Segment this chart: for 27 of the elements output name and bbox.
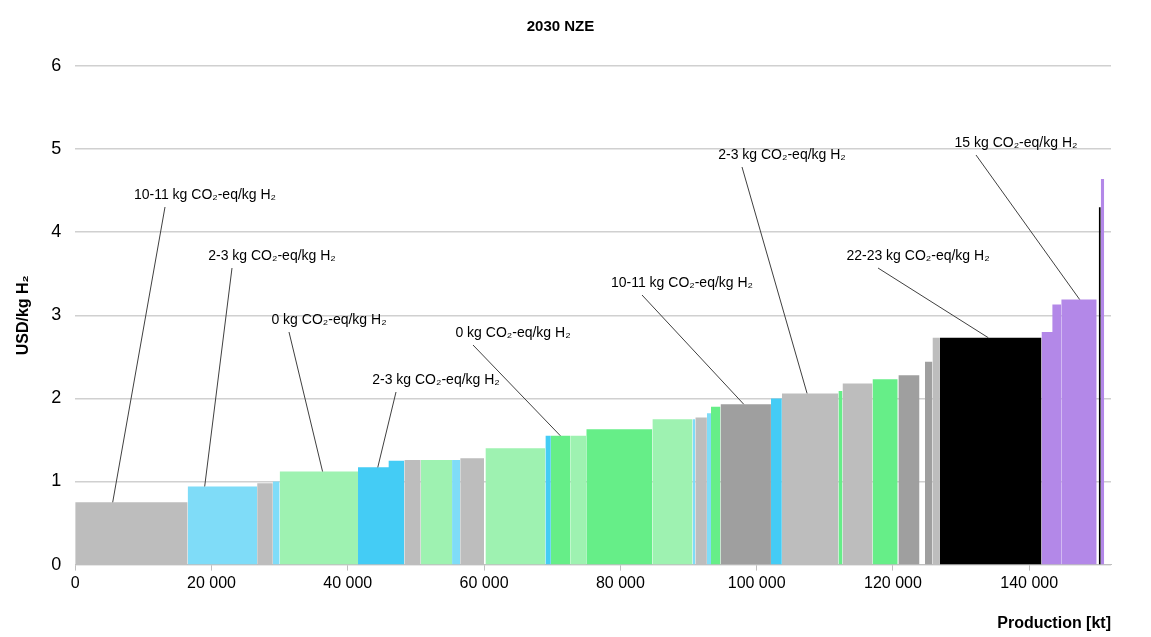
annotation: 0 kg CO₂-eq/kg H₂ bbox=[455, 323, 571, 340]
y-tick-label: 3 bbox=[51, 304, 62, 325]
y-tick-label: 5 bbox=[51, 138, 62, 159]
x-tick-label: 80 000 bbox=[595, 573, 645, 591]
y-tick-label: 1 bbox=[51, 470, 62, 491]
y-tick-label: 6 bbox=[51, 54, 62, 75]
chart-title: 2030 NZE bbox=[526, 17, 595, 35]
annotation: 10-11 kg CO₂-eq/kg H₂ bbox=[133, 185, 277, 202]
x-tick-label: 40 000 bbox=[323, 573, 373, 591]
annotation: 15 kg CO₂-eq/kg H₂ bbox=[954, 133, 1078, 150]
y-tick-label: 4 bbox=[51, 221, 62, 242]
x-tick-label: 120 000 bbox=[864, 573, 922, 591]
x-axis-title: Production [kt] bbox=[997, 613, 1111, 631]
x-tick-label: 140 000 bbox=[1000, 573, 1059, 591]
y-tick-label: 0 bbox=[51, 553, 62, 574]
annotation: 2-3 kg CO₂-eq/kg H₂ bbox=[718, 145, 846, 162]
annotation: 2-3 kg CO₂-eq/kg H₂ bbox=[372, 370, 500, 387]
x-tick-label: 0 bbox=[70, 573, 80, 591]
x-tick-label: 100 000 bbox=[727, 573, 786, 591]
annotation: 0 kg CO₂-eq/kg H₂ bbox=[271, 310, 387, 327]
annotation: 10-11 kg CO₂-eq/kg H₂ bbox=[610, 273, 754, 290]
annotation: 22-23 kg CO₂-eq/kg H₂ bbox=[846, 246, 990, 263]
y-tick-label: 2 bbox=[51, 387, 62, 408]
annotation: 2-3 kg CO₂-eq/kg H₂ bbox=[208, 246, 336, 263]
x-tick-label: 60 000 bbox=[459, 573, 509, 591]
x-tick-label: 20 000 bbox=[187, 573, 237, 591]
y-axis-title: USD/kg H₂ bbox=[14, 275, 32, 356]
